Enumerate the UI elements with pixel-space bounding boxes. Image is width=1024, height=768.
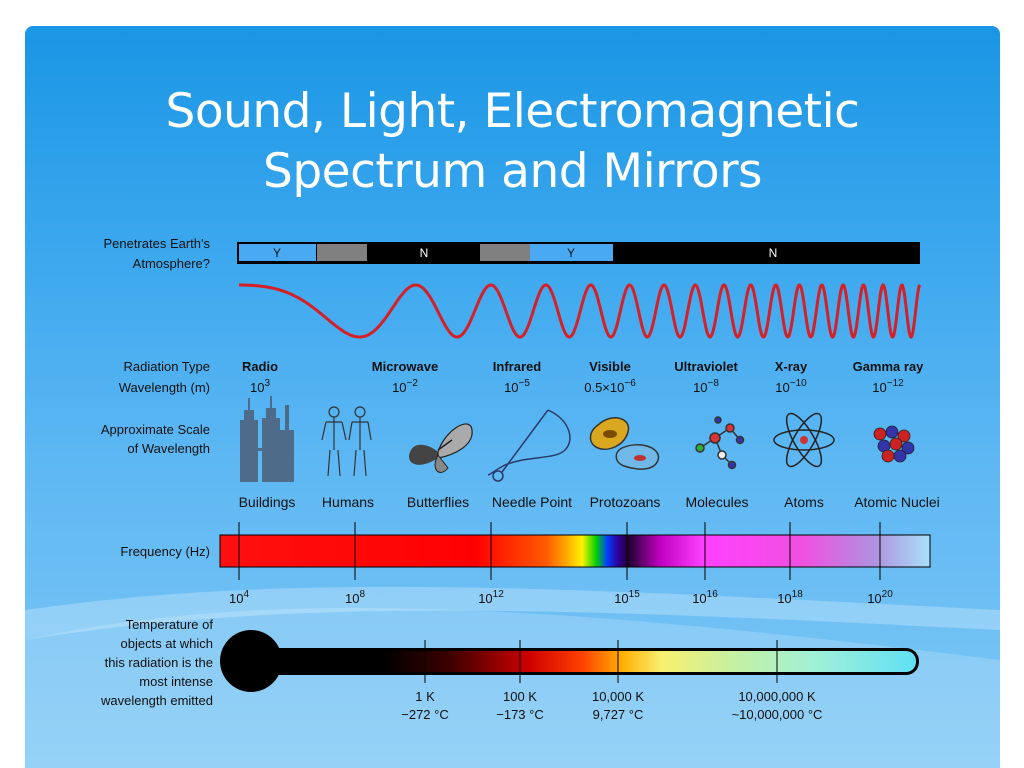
radiation-type-4: Ultraviolet xyxy=(674,359,738,374)
temperature-celsius-3: ~10,000,000 °C xyxy=(732,707,823,722)
scale-name-3: Needle Point xyxy=(492,494,572,510)
temperature-kelvin-0: 1 K xyxy=(415,689,435,704)
temperature-kelvin-3: 10,000,000 K xyxy=(738,689,816,704)
scale-name-2: Butterflies xyxy=(407,494,469,510)
scale-name-5: Molecules xyxy=(685,494,748,510)
frequency-tick-label-0: 104 xyxy=(229,589,249,606)
thermometer xyxy=(220,630,919,692)
title-line-2: Spectrum and Mirrors xyxy=(262,144,763,199)
wavelength-value-4: 10−8 xyxy=(693,378,719,395)
radiation-type-3: Visible xyxy=(589,359,631,374)
scale-name-7: Atomic Nuclei xyxy=(854,494,940,510)
radiation-type-1: Microwave xyxy=(372,359,438,374)
wavelength-value-1: 10−2 xyxy=(392,378,418,395)
frequency-ticks: 104 108 1012 1015 1016 1018 1020 xyxy=(229,522,893,606)
temperature-label-line-1: objects at which xyxy=(121,636,214,651)
radiation-type-label: Radiation Type xyxy=(124,359,211,374)
radiation-type-2: Infrared xyxy=(493,359,541,374)
scale-names: Buildings Humans Butterflies Needle Point Pr… xyxy=(239,494,940,510)
atmosphere-segment-y1: Y xyxy=(273,246,281,260)
temperature-kelvin-1: 100 K xyxy=(503,689,537,704)
temperature-label-line-2: this radiation is the xyxy=(105,655,213,670)
wavelength-value-3: 0.5×10−6 xyxy=(584,378,636,395)
temperature-label-line-4: wavelength emitted xyxy=(100,693,213,708)
molecule-icon xyxy=(695,416,745,470)
temperature-label-line-3: most intense xyxy=(139,674,213,689)
atmosphere-bar: Y N Y N xyxy=(237,242,920,264)
wavelength-value-2: 10−5 xyxy=(504,378,530,395)
butterfly-icon xyxy=(409,423,473,473)
frequency-tick-label-5: 1018 xyxy=(777,589,803,606)
frequency-label: Frequency (Hz) xyxy=(120,544,210,559)
atom-icon xyxy=(773,412,835,468)
protozoa-icon xyxy=(589,417,660,470)
atmosphere-segment-n2: N xyxy=(769,246,778,260)
title-line-1: Sound, Light, Electromagnetic xyxy=(165,84,861,139)
nucleus-icon xyxy=(873,425,915,463)
radiation-type-0: Radio xyxy=(242,359,278,374)
atmosphere-segment-y2: Y xyxy=(567,246,575,260)
wavelength-value-5: 10−10 xyxy=(775,378,807,395)
atmosphere-label-1: Penetrates Earth's xyxy=(103,236,210,251)
wavelength-label: Wavelength (m) xyxy=(119,380,210,395)
scale-label-1: Approximate Scale xyxy=(101,422,210,437)
frequency-tick-label-3: 1015 xyxy=(614,589,640,606)
temperature-label-line-0: Temperature of xyxy=(126,617,214,632)
wavelength-wave xyxy=(239,283,922,339)
temperature-ticks: 1 K −272 °C 100 K −173 °C 10,000 K 9,727 °C 10… xyxy=(401,640,822,722)
radiation-type-5: X-ray xyxy=(775,359,808,374)
frequency-tick-label-6: 1020 xyxy=(867,589,893,606)
radiation-type-6: Gamma ray xyxy=(853,359,925,374)
temperature-label: Temperature of objects at which this radia… xyxy=(100,617,213,708)
temperature-celsius-0: −272 °C xyxy=(401,707,448,722)
frequency-tick-label-4: 1016 xyxy=(692,589,718,606)
frequency-tick-label-1: 108 xyxy=(345,589,365,606)
frequency-bar xyxy=(219,534,931,568)
scale-label-2: of Wavelength xyxy=(127,441,210,456)
temperature-kelvin-2: 10,000 K xyxy=(592,689,644,704)
wavelength-value-0: 103 xyxy=(250,378,270,395)
humans-icon xyxy=(321,406,372,477)
frequency-tick-label-2: 1012 xyxy=(478,589,504,606)
temperature-celsius-1: −173 °C xyxy=(496,707,543,722)
scale-name-6: Atoms xyxy=(784,494,824,510)
atmosphere-segment-n1: N xyxy=(420,246,429,260)
page-title: Sound, Light, Electromagnetic Spectrum a… xyxy=(25,82,1000,202)
slide-background xyxy=(25,26,1000,768)
radiation-types: Radio 103 Microwave 10−2 Infrared 10−5 Visible… xyxy=(242,359,924,395)
wavelength-value-6: 10−12 xyxy=(872,378,904,395)
temperature-celsius-2: 9,727 °C xyxy=(593,707,644,722)
buildings-icon xyxy=(240,396,294,482)
atmosphere-label-2: Atmosphere? xyxy=(133,256,210,271)
scale-name-4: Protozoans xyxy=(590,494,661,510)
scale-name-1: Humans xyxy=(322,494,374,510)
needle-icon xyxy=(487,409,571,482)
scale-name-0: Buildings xyxy=(239,494,296,510)
